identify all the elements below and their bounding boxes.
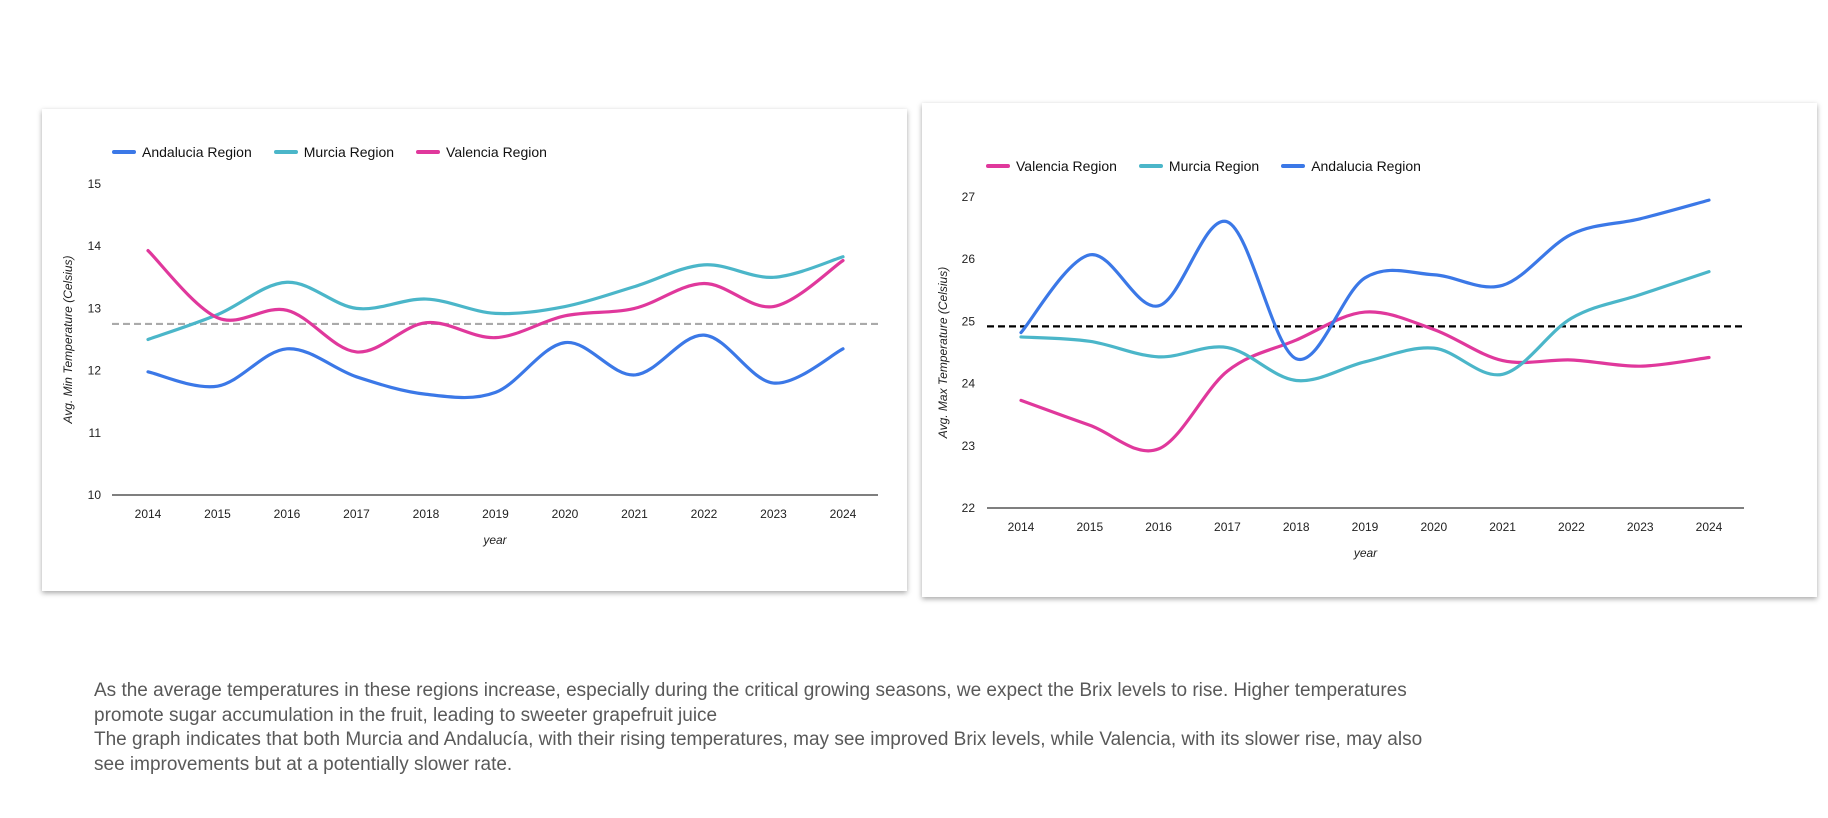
x-tick-label: 2016	[274, 507, 301, 521]
x-tick-label: 2015	[1076, 520, 1103, 534]
caption-paragraph-1: As the average temperatures in these reg…	[94, 680, 1407, 726]
legend-item-2: Andalucia Region	[1281, 158, 1421, 174]
y-tick-label: 14	[88, 239, 102, 253]
y-tick-label: 11	[89, 426, 102, 440]
caption-paragraph-2: The graph indicates that both Murcia and…	[94, 729, 1423, 775]
series-line-0	[1019, 310, 1711, 453]
legend-label: Andalucia Region	[1311, 158, 1421, 174]
x-tick-label: 2024	[1696, 520, 1723, 534]
legend-swatch	[273, 150, 298, 154]
legend-item-1: Murcia Region	[1138, 158, 1260, 174]
legend-swatch	[1281, 164, 1306, 168]
series-line-0	[146, 333, 845, 400]
legend-label: Valencia Region	[1016, 158, 1117, 174]
x-tick-label: 2018	[1283, 520, 1310, 534]
x-tick-label: 2020	[1420, 520, 1447, 534]
x-tick-label: 2018	[413, 507, 440, 521]
legend-swatch	[112, 150, 136, 154]
x-tick-label: 2022	[691, 507, 718, 521]
x-tick-label: 2022	[1558, 520, 1585, 534]
x-tick-label: 2019	[482, 507, 509, 521]
x-tick-label: 2021	[621, 507, 648, 521]
x-axis-title: year	[482, 533, 507, 547]
y-tick-label: 22	[962, 501, 976, 515]
y-tick-label: 26	[962, 252, 976, 266]
x-axis-title: year	[1353, 546, 1378, 560]
x-tick-label: 2015	[204, 507, 231, 521]
y-tick-label: 12	[88, 364, 102, 378]
y-tick-label: 10	[88, 488, 102, 502]
legend-item-0: Valencia Region	[986, 158, 1117, 174]
y-tick-label: 23	[962, 439, 976, 453]
series-line-1	[1019, 270, 1711, 383]
min-chart-legend: Andalucia Region Murcia Region Valencia Re…	[112, 144, 569, 160]
x-tick-label: 2023	[1627, 520, 1654, 534]
legend-item-2: Valencia Region	[416, 144, 547, 160]
y-tick-label: 13	[88, 301, 102, 315]
x-tick-label: 2017	[343, 507, 370, 521]
y-axis-title: Avg. Min Temperature (Celsius)	[61, 255, 75, 424]
x-tick-label: 2014	[1008, 520, 1035, 534]
x-tick-label: 2016	[1145, 520, 1172, 534]
legend-swatch	[986, 164, 1010, 168]
x-tick-label: 2014	[135, 507, 162, 521]
legend-label: Murcia Region	[1168, 158, 1260, 174]
series-line-2	[1019, 198, 1711, 361]
legend-swatch	[416, 150, 441, 154]
x-tick-label: 2024	[830, 507, 857, 521]
legend-swatch	[1138, 164, 1163, 168]
x-tick-label: 2019	[1352, 520, 1379, 534]
series-line-2	[146, 248, 845, 354]
y-tick-label: 24	[962, 377, 976, 391]
legend-label: Valencia Region	[446, 144, 547, 160]
max-temperature-chart: 22 23 24 25 26 27 2014 2015 2016 2017 2018 2019 2020…	[936, 190, 1744, 560]
y-axis-title: Avg. Max Temperature (Celsius)	[936, 267, 950, 439]
series-line-1	[146, 255, 845, 342]
analysis-caption: As the average temperatures in these reg…	[94, 679, 1434, 777]
y-tick-label: 27	[962, 190, 976, 204]
x-tick-label: 2021	[1489, 520, 1516, 534]
min-temperature-chart: 10 11 12 13 14 15 2014 2015 2016 2017 2018 2019 2020…	[61, 177, 878, 547]
legend-label: Andalucia Region	[142, 144, 252, 160]
max-chart-legend: Valencia Region Murcia Region Andalucia Re…	[986, 158, 1443, 174]
x-tick-label: 2023	[760, 507, 787, 521]
legend-item-1: Murcia Region	[273, 144, 395, 160]
x-tick-label: 2020	[552, 507, 579, 521]
y-tick-label: 25	[962, 314, 976, 328]
legend-item-0: Andalucia Region	[112, 144, 252, 160]
legend-label: Murcia Region	[303, 144, 395, 160]
max-temperature-chart-card: Valencia Region Murcia Region Andalucia Re…	[922, 103, 1817, 597]
min-temperature-chart-card: Andalucia Region Murcia Region Valencia Re…	[42, 109, 907, 591]
x-tick-label: 2017	[1214, 520, 1241, 534]
y-tick-label: 15	[88, 177, 102, 191]
